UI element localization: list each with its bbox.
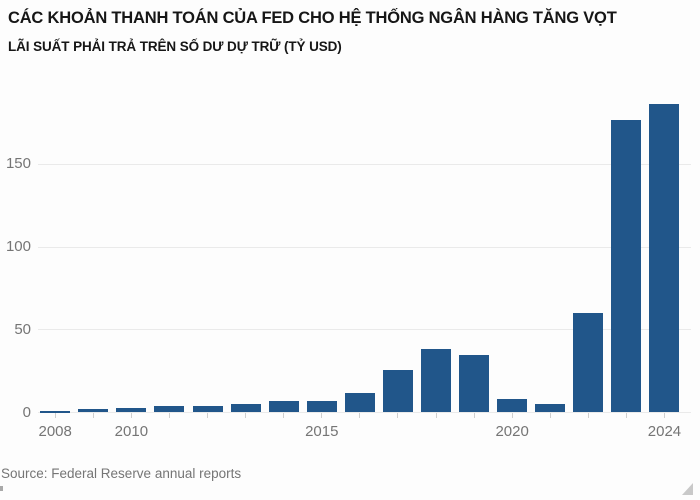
resize-handle-icon[interactable] <box>682 483 693 495</box>
x-axis-tick-2020 <box>511 412 513 418</box>
x-axis-tick-2019 <box>473 412 475 418</box>
bar-2014 <box>268 401 299 413</box>
source-note: Source: Federal Reserve annual reports <box>1 466 242 481</box>
x-axis-label-2020: 2020 <box>495 423 529 440</box>
y-axis-label-150: 150 <box>5 155 31 173</box>
bar-2011 <box>154 406 185 413</box>
x-axis-tick-2010 <box>130 412 132 418</box>
bar-2008 <box>40 411 71 413</box>
bar-2010 <box>116 408 147 413</box>
chart-subtitle: LÃI SUẤT PHẢI TRẢ TRÊN SỐ DƯ DỰ TRỮ (TỶ … <box>8 39 342 54</box>
x-axis-label-2010: 2010 <box>114 423 149 440</box>
y-axis-label-50: 50 <box>14 320 31 338</box>
x-axis-tick-2012 <box>207 412 209 418</box>
x-axis-label-2024: 2024 <box>647 423 682 440</box>
bar-2016 <box>344 392 375 413</box>
x-axis-tick-2011 <box>168 412 170 418</box>
x-axis-tick-2015 <box>321 412 323 418</box>
corner-mark <box>0 486 3 491</box>
bar-2012 <box>192 406 223 413</box>
gridline-y0 <box>38 412 691 413</box>
gridline-y50 <box>38 329 691 331</box>
x-axis-label-2008: 2008 <box>38 423 72 440</box>
bar-2009 <box>78 408 109 413</box>
bar-2022 <box>573 312 604 413</box>
chart-title: CÁC KHOẢN THANH TOÁN CỦA FED CHO HỆ THỐN… <box>8 9 617 27</box>
x-axis-tick-2017 <box>397 412 399 418</box>
x-axis-label-2015: 2015 <box>305 423 339 440</box>
gridline-y150 <box>38 163 691 165</box>
bar-2023 <box>611 120 642 413</box>
x-axis-tick-2009 <box>92 412 94 418</box>
x-axis-tick-2014 <box>283 412 285 418</box>
x-axis-tick-2021 <box>549 412 551 418</box>
y-axis-label-0: 0 <box>22 403 31 421</box>
bar-2015 <box>306 401 337 413</box>
x-axis-tick-2018 <box>435 412 437 418</box>
x-axis-tick-2024 <box>663 412 665 418</box>
bar-2021 <box>535 403 566 413</box>
x-axis-tick-2022 <box>587 412 589 418</box>
bar-2018 <box>421 348 451 413</box>
gridline-y100 <box>38 246 691 248</box>
x-axis-tick-2016 <box>359 412 361 418</box>
bar-2019 <box>459 354 490 413</box>
bar-2013 <box>230 403 261 413</box>
x-axis-tick-2008 <box>54 412 56 418</box>
bar-2024 <box>649 103 680 413</box>
x-axis-tick-2023 <box>625 412 627 418</box>
bar-2020 <box>497 399 528 413</box>
bar-2017 <box>382 369 413 413</box>
x-axis-tick-2013 <box>245 412 247 418</box>
y-axis-label-100: 100 <box>5 238 31 256</box>
